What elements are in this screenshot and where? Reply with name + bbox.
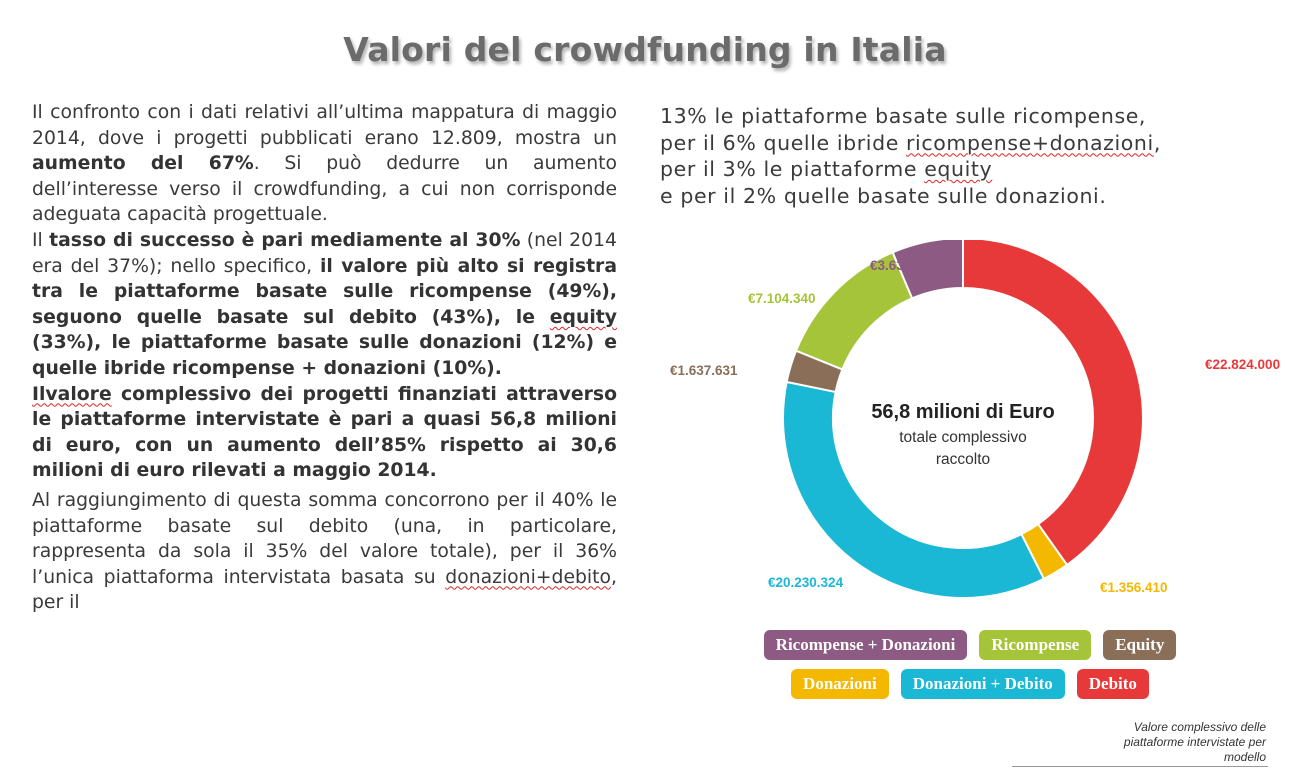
bold-text-spellcheck: Ilvalore	[32, 383, 112, 405]
donut-chart: €22.824.000 €1.356.410 €20.230.324 €1.637.6…	[670, 240, 1280, 599]
legend-item-ricompense: Ricompense	[979, 630, 1092, 660]
donut-slices	[782, 240, 1144, 599]
text-run: , per il	[32, 566, 617, 614]
slice-value-label: €1.356.410	[1100, 580, 1168, 595]
left-text-column: Il confronto con i dati relativi all’ult…	[32, 100, 617, 616]
caption-line: piattaforme intervistate per	[1123, 735, 1266, 749]
text-run: per il 3% le piattaforme	[660, 157, 925, 181]
text-run: Il	[32, 229, 50, 251]
paragraph-1: Il confronto con i dati relativi all’ult…	[32, 100, 617, 228]
right-text-column: 13% le piattaforme basate sulle ricompen…	[660, 103, 1280, 209]
chart-legend: Ricompense + Donazioni Ricompense Equity D…	[700, 630, 1240, 708]
page-title: Valori del crowdfunding in Italia	[343, 30, 947, 69]
text-run: Il confronto con i dati relativi all’ult…	[32, 102, 617, 149]
text-spellcheck: equity	[924, 157, 993, 181]
right-line-2: per il 6% quelle ibride ricompense+donaz…	[660, 130, 1280, 157]
center-subtitle-2: raccolto	[936, 451, 990, 468]
legend-row: Ricompense + Donazioni Ricompense Equity	[700, 630, 1240, 660]
slice-value-label: €3.630.034	[870, 258, 938, 273]
paragraph-4: Al raggiungimento di questa somma concor…	[32, 488, 617, 616]
caption-divider	[1012, 766, 1268, 767]
right-line-4: e per il 2% quelle basate sulle donazion…	[660, 183, 1107, 208]
text-run: ,	[1153, 130, 1161, 155]
bold-text: aumento del 67%	[32, 153, 254, 175]
legend-item-debito: Debito	[1076, 669, 1149, 699]
donut-labels: €22.824.000 €1.356.410 €20.230.324 €1.637.6…	[670, 258, 1280, 595]
slice-value-label: €22.824.000	[1205, 357, 1280, 372]
legend-item-donazioni-debito: Donazioni + Debito	[900, 669, 1065, 699]
slice-value-label: €1.637.631	[670, 363, 738, 378]
bold-text: complessivo dei progetti finanziati attr…	[32, 383, 617, 482]
caption-line: Valore complessivo delle	[1133, 720, 1266, 734]
text-run: per il 6% quelle ibride	[660, 130, 907, 155]
paragraph-2: Il tasso di successo è pari mediamente a…	[32, 228, 617, 382]
text-run: Al raggiungimento di questa somma concor…	[32, 489, 617, 588]
slice-debito	[962, 240, 1144, 567]
bold-text-spellcheck: equity	[549, 306, 617, 328]
text-spellcheck: donazioni+debito	[445, 566, 612, 588]
text-spellcheck: ricompense+donazioni	[906, 130, 1154, 155]
right-line-3: per il 3% le piattaforme equity	[660, 156, 1280, 183]
legend-row: Donazioni Donazioni + Debito Debito	[700, 669, 1240, 699]
bold-text: (33%), le piattaforme basate sulle donaz…	[32, 332, 617, 379]
chart-caption: Valore complessivo delle piattaforme int…	[1124, 720, 1266, 765]
caption-line: modello	[1223, 750, 1266, 764]
legend-item-ricompense-donazioni: Ricompense + Donazioni	[763, 630, 968, 660]
slice-donazioni-debito	[782, 380, 1046, 599]
paragraph-3: Ilvalore complessivo dei progetti finanz…	[32, 382, 617, 484]
bold-text: tasso di successo è pari mediamente al 3…	[49, 229, 521, 251]
slice-ricompense-donazioni	[891, 240, 964, 300]
center-subtitle-1: totale complessivo	[899, 429, 1027, 446]
text-run: (nel 2014 era del 37%); nello specifico,	[32, 229, 617, 277]
slice-value-label: €20.230.324	[768, 575, 844, 590]
legend-item-equity: Equity	[1103, 630, 1177, 660]
bold-text: il valore più alto si registra tra le pi…	[32, 255, 617, 328]
slice-value-label: €7.104.340	[748, 291, 816, 306]
legend-item-donazioni: Donazioni	[791, 669, 889, 699]
text-run: . Si può dedurre un aumento dell’interes…	[32, 153, 617, 226]
right-line-1: 13% le piattaforme basate sulle ricompen…	[660, 104, 1147, 128]
center-title: 56,8 milioni di Euro	[871, 401, 1054, 423]
